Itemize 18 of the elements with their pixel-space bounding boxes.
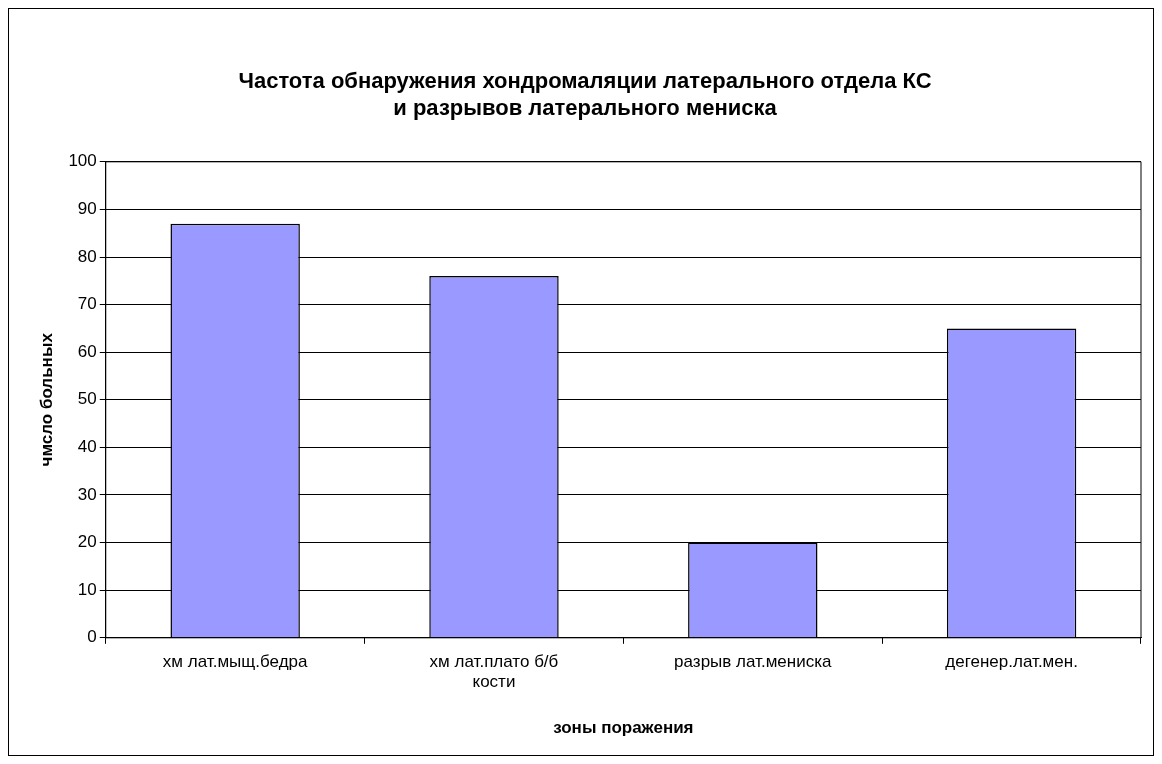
y-tick-label: 50 — [77, 389, 97, 409]
x-tick-label: хм лат.плато б/б кости — [429, 651, 559, 692]
y-tick-label: 80 — [77, 246, 97, 266]
y-tick-label: 100 — [68, 151, 97, 171]
x-tick-label: разрыв лат.мениска — [674, 651, 833, 671]
x-axis-title: зоны поражения — [553, 718, 694, 738]
chart-title: Частота обнаружения хондромаляции латерального отдела КС и разрывов латерального мениска — [238, 68, 932, 120]
x-tick-label: дегенер.лат.мен. — [945, 651, 1078, 671]
y-tick-label: 20 — [77, 532, 97, 552]
y-tick-label: 40 — [77, 437, 97, 457]
y-tick-label: 60 — [77, 341, 97, 361]
y-tick-label: 30 — [77, 484, 97, 504]
y-tick-label: 10 — [77, 579, 97, 599]
y-axis-title: чмсло больных — [36, 332, 56, 467]
y-tick-label: 70 — [77, 294, 97, 314]
y-tick-label: 0 — [87, 627, 97, 647]
x-tick-label: хм лат.мыщ.бедра — [162, 651, 309, 671]
y-tick-label: 90 — [77, 199, 97, 219]
